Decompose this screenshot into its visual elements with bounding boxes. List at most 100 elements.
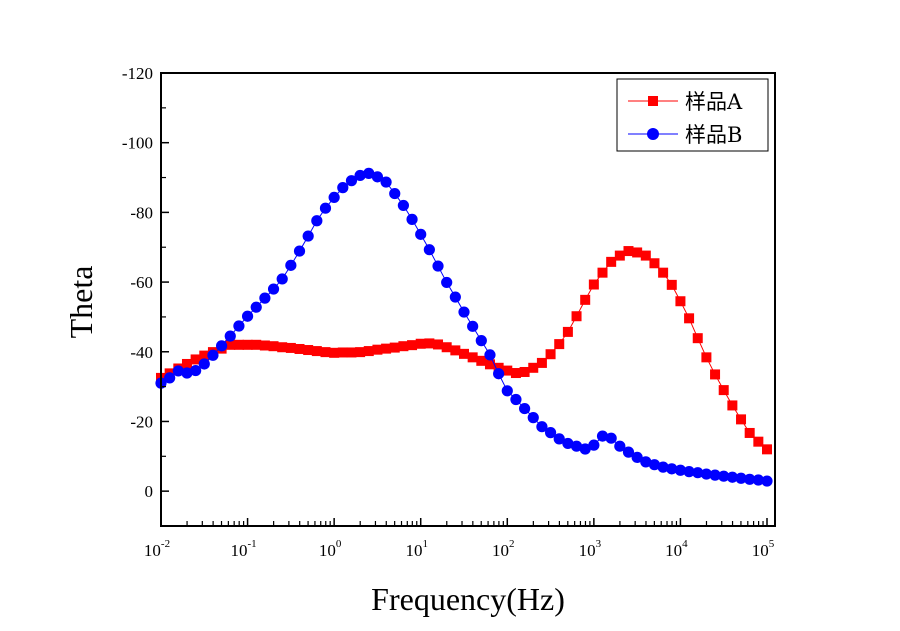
data-point-circle — [622, 446, 635, 458]
data-point-circle — [570, 440, 583, 452]
data-point-square — [476, 355, 487, 366]
data-point-circle — [709, 469, 721, 481]
data-point-circle — [337, 182, 349, 194]
y-tick-label: 0 — [145, 482, 154, 501]
data-point-square — [536, 357, 547, 368]
data-point-circle — [259, 292, 271, 304]
data-point-circle — [354, 169, 366, 182]
legend-square-marker — [648, 96, 658, 106]
data-point-square — [554, 339, 565, 350]
x-tick-label: 105 — [752, 538, 775, 560]
data-point-circle — [293, 245, 306, 257]
data-point-square — [259, 340, 270, 351]
legend-label-b: 样品B — [685, 123, 742, 147]
data-point-square — [571, 311, 582, 322]
data-point-circle — [233, 320, 245, 332]
data-point-square — [632, 247, 643, 258]
data-point-square — [510, 368, 521, 379]
data-point-square — [701, 352, 712, 363]
data-point-circle — [519, 402, 531, 415]
data-point-circle — [241, 310, 254, 322]
data-point-square — [467, 352, 478, 363]
legend-item-a: 样品A — [628, 90, 743, 114]
legend-circle-marker — [647, 128, 659, 140]
data-point-circle — [510, 393, 522, 406]
x-tick-label: 104 — [665, 538, 688, 560]
data-point-square — [355, 347, 366, 358]
data-point-circle — [449, 291, 461, 303]
data-point-square — [684, 313, 695, 324]
series-line — [160, 172, 768, 482]
data-point-square — [502, 365, 513, 376]
data-point-circle — [423, 244, 435, 256]
data-point-square — [225, 339, 236, 350]
data-point-circle — [311, 215, 323, 227]
data-point-circle — [415, 228, 427, 240]
data-point-circle — [198, 358, 210, 370]
data-point-square — [311, 346, 322, 357]
data-point-circle — [285, 259, 297, 271]
data-point-circle — [493, 368, 505, 380]
data-point-circle — [484, 349, 496, 361]
data-point-circle — [562, 437, 574, 450]
data-point-square — [381, 343, 392, 354]
data-point-circle — [475, 335, 487, 347]
data-point-square — [459, 348, 469, 359]
data-point-circle — [674, 464, 687, 476]
y-tick-label: -80 — [130, 203, 153, 222]
data-point-circle — [692, 467, 704, 479]
y-tick-label: -40 — [130, 343, 153, 362]
data-point-circle — [657, 461, 669, 473]
data-point-square — [277, 342, 288, 353]
data-point-square — [450, 345, 461, 356]
data-point-circle — [371, 171, 384, 183]
data-point-circle — [726, 471, 738, 483]
data-point-circle — [441, 276, 453, 289]
y-tick-label: -100 — [122, 134, 153, 153]
data-point-square — [580, 294, 591, 305]
data-point-circle — [224, 330, 236, 342]
data-point-circle — [536, 421, 548, 433]
data-point-square — [303, 345, 314, 356]
data-point-square — [433, 339, 444, 350]
data-point-square — [363, 346, 374, 357]
data-point-square — [407, 340, 418, 351]
data-point-circle — [207, 349, 219, 361]
data-point-square — [545, 349, 556, 360]
data-point-square — [415, 338, 426, 349]
data-point-circle — [250, 301, 262, 313]
y-tick-label: -60 — [130, 273, 153, 292]
data-point-circle — [397, 199, 409, 212]
data-point-square — [640, 250, 651, 261]
data-point-circle — [432, 260, 444, 272]
data-point-square — [718, 385, 729, 396]
data-point-circle — [501, 385, 513, 397]
y-axis-title: Theta — [63, 266, 99, 339]
data-point-circle — [605, 432, 617, 444]
data-point-circle — [588, 439, 600, 451]
data-point-circle — [614, 440, 626, 452]
data-point-square — [424, 338, 435, 349]
data-point-square — [519, 366, 530, 377]
series-b — [155, 167, 773, 487]
data-point-circle — [648, 459, 661, 471]
data-point-square — [597, 267, 608, 278]
data-point-circle — [216, 340, 228, 352]
x-tick-label: 100 — [319, 538, 342, 560]
data-point-circle — [640, 456, 652, 468]
data-point-square — [389, 342, 400, 353]
data-point-square — [493, 362, 504, 373]
y-tick-label: -20 — [130, 412, 153, 431]
data-point-square — [199, 350, 210, 361]
data-point-square — [441, 342, 452, 353]
data-point-square — [666, 279, 677, 290]
data-point-square — [727, 400, 738, 411]
data-point-square — [762, 444, 772, 455]
data-point-circle — [579, 443, 591, 455]
data-point-square — [484, 359, 495, 370]
data-point-circle — [544, 427, 557, 439]
data-point-square — [233, 339, 244, 350]
data-point-circle — [267, 283, 280, 295]
data-point-circle — [631, 451, 643, 463]
data-point-circle — [761, 475, 773, 487]
